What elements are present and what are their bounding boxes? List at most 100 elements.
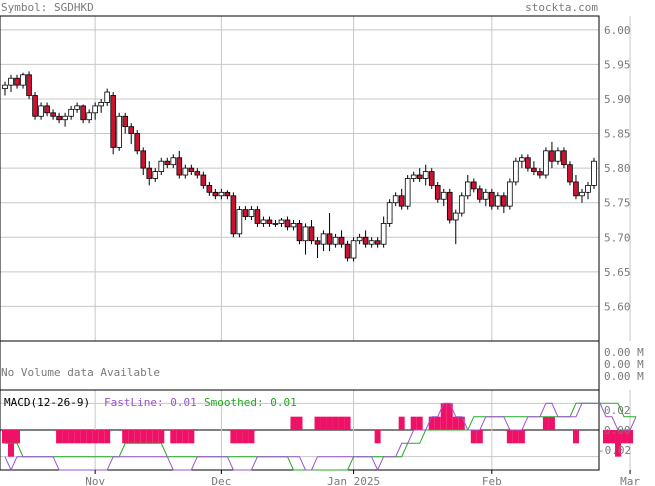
candle	[284, 216, 291, 231]
candle-body-down	[80, 105, 86, 121]
macd-histogram-bar	[615, 430, 622, 457]
candle	[50, 109, 56, 120]
macd-histogram	[2, 403, 634, 457]
price-tick-label: 5.90	[604, 93, 631, 106]
candle	[452, 209, 459, 245]
macd-histogram-bar	[290, 416, 297, 430]
candle	[194, 168, 201, 179]
candle	[128, 123, 135, 144]
macd-histogram-bar	[338, 416, 345, 430]
volume-tick-2: 0.00 M	[604, 358, 644, 371]
candle	[206, 181, 213, 196]
candle-body-down	[266, 219, 273, 224]
candle-body-down	[338, 236, 345, 245]
candle-body-up	[8, 77, 14, 86]
candle-body-down	[44, 105, 50, 114]
macd-histogram-bar	[2, 430, 9, 444]
candle	[74, 102, 80, 113]
candle-body-down	[326, 233, 333, 245]
candle	[212, 188, 219, 200]
price-tick-label: 6.00	[604, 24, 631, 37]
price-tick-label: 5.95	[604, 58, 631, 71]
candle	[44, 102, 50, 117]
macd-histogram-bar	[230, 430, 237, 444]
candle-body-up	[591, 160, 597, 186]
candle-body-down	[374, 240, 381, 245]
candle-body-up	[356, 236, 363, 242]
candle	[422, 164, 429, 186]
candle	[38, 102, 44, 120]
candle-body-down	[200, 174, 207, 186]
macd-histogram-bar	[128, 430, 135, 444]
macd-histogram-bar	[86, 430, 93, 444]
candle	[242, 206, 249, 220]
candle-body-up	[170, 157, 177, 166]
candle	[200, 171, 207, 189]
candle-body-down	[188, 167, 195, 172]
site-logo-text[interactable]: stockta.com	[525, 1, 598, 14]
candle	[368, 237, 375, 248]
candle	[573, 175, 579, 200]
macd-histogram-bar	[236, 430, 243, 444]
candle-body-up	[483, 191, 489, 200]
macd-histogram-bar	[452, 416, 459, 430]
candle-body-up	[555, 150, 561, 162]
macd-histogram-bar	[188, 430, 195, 444]
macd-histogram-bar	[621, 430, 628, 444]
price-tick-label: 5.85	[604, 128, 631, 141]
candle	[531, 161, 537, 176]
candle	[332, 233, 339, 248]
candle	[170, 154, 177, 169]
candle-body-down	[146, 167, 153, 179]
candle-body-down	[224, 191, 231, 197]
candle	[434, 181, 441, 203]
macd-histogram-bar	[320, 416, 327, 430]
candle-body-down	[32, 95, 38, 117]
candle	[164, 157, 171, 169]
macd-title: MACD(12-26-9)	[4, 396, 90, 409]
candle	[567, 161, 573, 186]
candle	[476, 185, 483, 203]
macd-histogram-bar	[134, 430, 141, 444]
price-tick-label: 5.65	[604, 266, 631, 279]
candle	[579, 188, 585, 203]
candle	[20, 72, 26, 89]
fastline	[4, 402, 637, 472]
macd-histogram-bar	[326, 416, 333, 430]
candle-body-up	[272, 223, 279, 225]
candle	[308, 219, 315, 245]
candle-body-up	[248, 209, 255, 217]
candle-body-down	[284, 219, 291, 228]
candle	[266, 216, 273, 227]
candle	[362, 230, 369, 248]
candle-body-up	[332, 236, 339, 245]
candle	[224, 190, 231, 200]
macd-histogram-bar	[62, 430, 69, 444]
x-tick-label: Dec	[211, 475, 231, 486]
candle-body-up	[320, 233, 327, 245]
candle-body-down	[110, 95, 116, 148]
candle-body-up	[62, 115, 68, 121]
candle	[68, 105, 74, 120]
macd-histogram-bar	[512, 430, 519, 444]
macd-histogram-bar	[627, 430, 634, 444]
x-tick-label: Jan 2025	[327, 475, 380, 486]
price-tick-label: 5.60	[604, 300, 631, 313]
candle	[549, 141, 555, 169]
volume-tick-3: 0.00 M	[604, 370, 644, 383]
candle-body-up	[302, 226, 309, 242]
candle-body-up	[68, 108, 74, 117]
candle	[296, 219, 303, 245]
candle	[248, 206, 255, 220]
candle-body-up	[182, 167, 189, 176]
macd-histogram-bar	[374, 430, 381, 444]
candle	[374, 237, 381, 248]
macd-histogram-bar	[74, 430, 81, 444]
candle	[513, 157, 519, 186]
candle-body-down	[398, 195, 405, 207]
candle	[555, 147, 561, 165]
candle	[458, 192, 465, 217]
candle	[338, 230, 345, 248]
candle	[320, 230, 327, 252]
candle	[501, 192, 507, 214]
